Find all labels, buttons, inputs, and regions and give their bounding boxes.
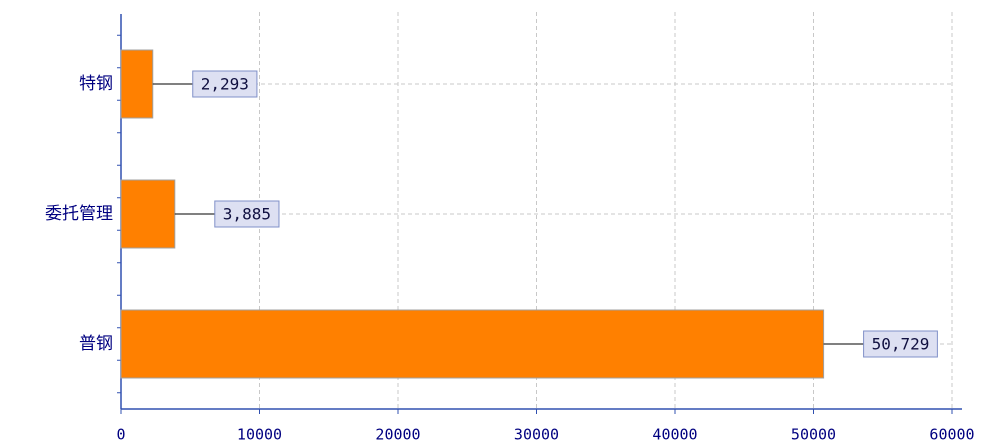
y-tick-label: 特钢 [79,74,113,94]
value-label-box [214,200,280,228]
x-tick-label: 0 [116,426,125,444]
y-tick-label: 委托管理 [45,204,113,224]
x-tick-label: 30000 [514,426,559,444]
x-tick-label: 40000 [652,426,697,444]
x-tick-label: 50000 [791,426,836,444]
x-tick-label: 20000 [375,426,420,444]
bar [120,179,176,249]
value-label-box [863,330,938,358]
value-label: 2,293 [201,75,249,94]
value-label: 50,729 [872,335,930,354]
bar [120,49,154,119]
bar [120,309,825,379]
value-label-box [192,70,258,98]
x-tick-label: 60000 [929,426,974,444]
value-label: 3,885 [223,205,271,224]
x-tick-label: 10000 [237,426,282,444]
y-tick-label: 普钢 [79,334,113,354]
